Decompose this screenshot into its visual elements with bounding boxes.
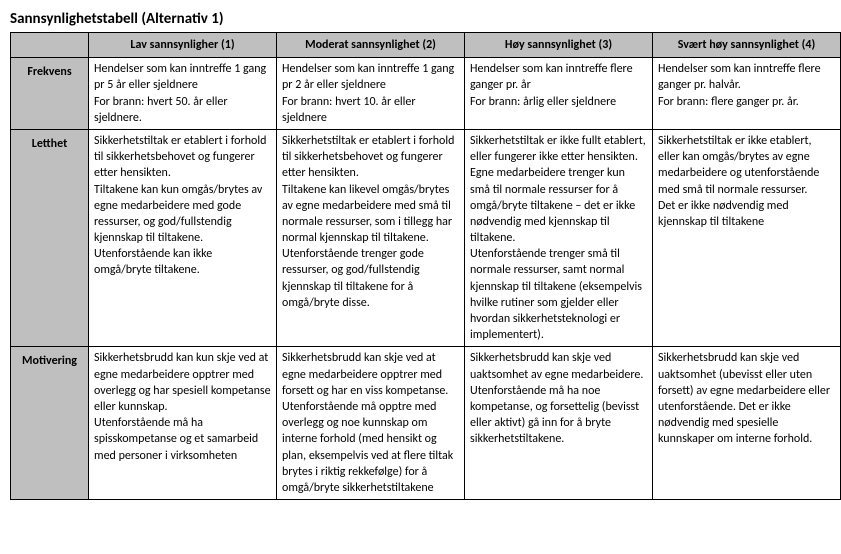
row-header-letthet: Letthet bbox=[11, 129, 89, 346]
cell: Sikkerhetsbrudd kan skje ved uaktsomhet … bbox=[465, 347, 653, 500]
col-header-4: Svært høy sannsynlighet (4) bbox=[653, 33, 841, 58]
probability-table: Lav sannsynligher (1) Moderat sannsynlig… bbox=[10, 32, 841, 500]
col-header-2: Moderat sannsynlighet (2) bbox=[277, 33, 465, 58]
table-row: Motivering Sikkerhetsbrudd kan kun skje … bbox=[11, 347, 841, 500]
row-header-frekvens: Frekvens bbox=[11, 58, 89, 130]
cell: Hendelser som kan inntreffe 1 gang pr 5 … bbox=[89, 58, 277, 130]
col-header-1: Lav sannsynligher (1) bbox=[89, 33, 277, 58]
cell: Hendelser som kan inntreffe flere ganger… bbox=[653, 58, 841, 130]
table-body: Frekvens Hendelser som kan inntreffe 1 g… bbox=[11, 58, 841, 500]
cell: Hendelser som kan inntreffe 1 gang pr 2 … bbox=[277, 58, 465, 130]
corner-cell bbox=[11, 33, 89, 58]
table-row: Letthet Sikkerhetstiltak er etablert i f… bbox=[11, 129, 841, 346]
cell: Sikkerhetstiltak er ikke etablert, eller… bbox=[653, 129, 841, 346]
cell: Sikkerhetsbrudd kan kun skje ved at egne… bbox=[89, 347, 277, 500]
cell: Sikkerhetstiltak er ikke fullt etablert,… bbox=[465, 129, 653, 346]
cell: Sikkerhetstiltak er etablert i forhold t… bbox=[89, 129, 277, 346]
cell: Sikkerhetsbrudd kan skje ved at egne med… bbox=[277, 347, 465, 500]
table-header-row: Lav sannsynligher (1) Moderat sannsynlig… bbox=[11, 33, 841, 58]
row-header-motivering: Motivering bbox=[11, 347, 89, 500]
table-title: Sannsynlighetstabell (Alternativ 1) bbox=[10, 10, 831, 28]
table-row: Frekvens Hendelser som kan inntreffe 1 g… bbox=[11, 58, 841, 130]
cell: Hendelser som kan inntreffe flere ganger… bbox=[465, 58, 653, 130]
cell: Sikkerhetsbrudd kan skje ved uaktsomhet … bbox=[653, 347, 841, 500]
cell: Sikkerhetstiltak er etablert i forhold t… bbox=[277, 129, 465, 346]
col-header-3: Høy sannsynlighet (3) bbox=[465, 33, 653, 58]
